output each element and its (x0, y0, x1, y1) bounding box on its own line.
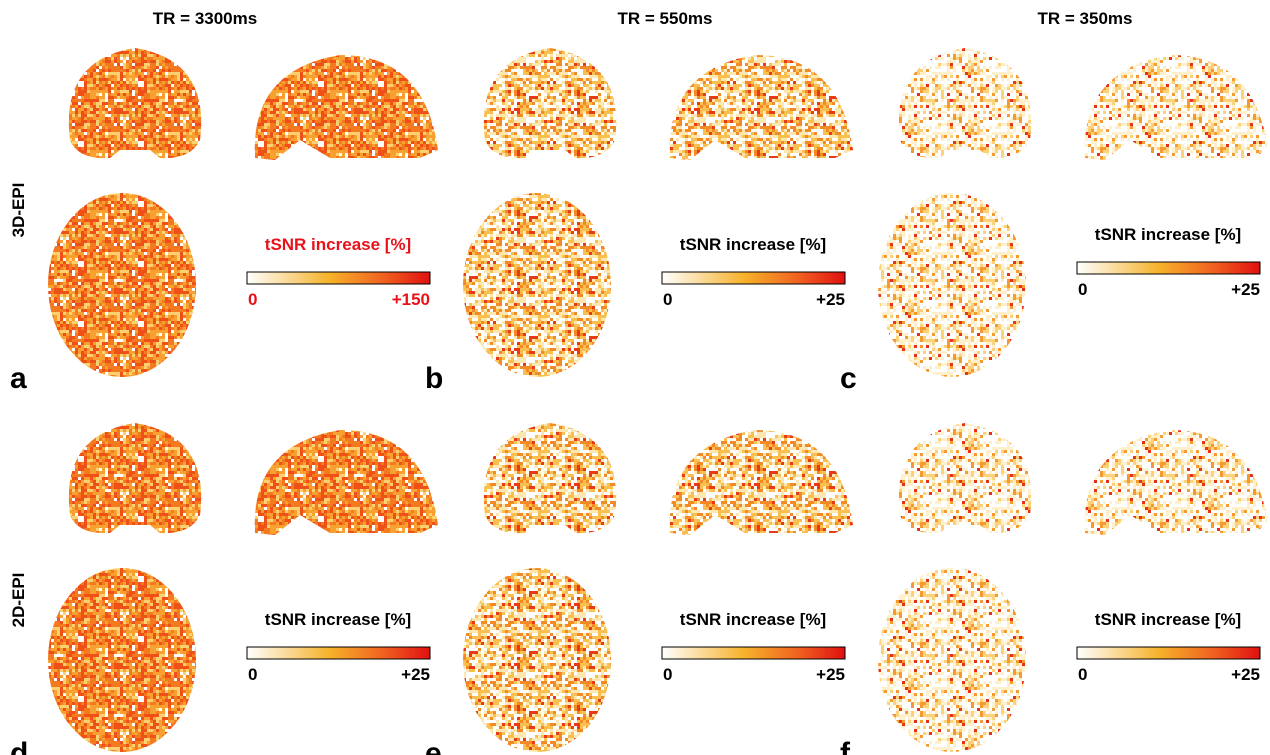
coronal-slice (899, 423, 1031, 533)
sagittal-slice (670, 55, 853, 160)
colorbar-min: 0 (1078, 280, 1087, 299)
coronal-slice (484, 48, 616, 158)
colorbar-min: 0 (663, 665, 672, 684)
colorbar-title: tSNR increase [%] (1095, 610, 1241, 629)
colorbar-max: +150 (392, 290, 430, 309)
axial-slice (878, 193, 1026, 377)
panel-letter: b (425, 362, 443, 395)
colorbar-min: 0 (248, 290, 257, 309)
panel: tSNR increase [%] 0 +25 d (10, 423, 438, 755)
sagittal-slice (1085, 430, 1268, 535)
figure: TR = 3300ms TR = 550ms TR = 350ms 3D-EPI… (0, 0, 1270, 755)
panel: tSNR increase [%] 0 +25 b (425, 48, 853, 395)
colorbar-min: 0 (1078, 665, 1087, 684)
panel-letter: d (10, 737, 28, 755)
colorbar-title: tSNR increase [%] (680, 610, 826, 629)
panel-letter: e (425, 737, 442, 755)
coronal-slice (484, 423, 616, 533)
colorbar-title: tSNR increase [%] (265, 235, 411, 254)
panel: tSNR increase [%] 0 +150 a (10, 48, 438, 395)
colorbar-max: +25 (816, 665, 845, 684)
column-header: TR = 3300ms (153, 9, 257, 28)
colorbar-title: tSNR increase [%] (1095, 225, 1241, 244)
axial-slice (463, 193, 611, 377)
axial-slice (878, 568, 1026, 752)
sagittal-slice (255, 55, 438, 160)
column-header: TR = 550ms (618, 9, 713, 28)
coronal-slice (69, 423, 201, 533)
coronal-slice (69, 48, 201, 158)
colorbar-max: +25 (401, 665, 430, 684)
row-label: 3D-EPI (9, 183, 28, 238)
column-header: TR = 350ms (1038, 9, 1133, 28)
sagittal-slice (255, 430, 438, 535)
colorbar-title: tSNR increase [%] (680, 235, 826, 254)
colorbar-min: 0 (248, 665, 257, 684)
colorbar (247, 272, 430, 284)
axial-slice (463, 568, 611, 752)
panel: tSNR increase [%] 0 +25 f (840, 423, 1268, 755)
colorbar (662, 647, 845, 659)
sagittal-slice (670, 430, 853, 535)
panel-letter: f (840, 737, 851, 755)
panel: tSNR increase [%] 0 +25 e (425, 423, 853, 755)
colorbar-max: +25 (1231, 280, 1260, 299)
colorbar (1077, 647, 1260, 659)
panel-letter: c (840, 362, 857, 395)
colorbar-title: tSNR increase [%] (265, 610, 411, 629)
panel: tSNR increase [%] 0 +25 c (840, 48, 1268, 395)
row-label: 2D-EPI (9, 573, 28, 628)
colorbar (662, 272, 845, 284)
colorbar (247, 647, 430, 659)
axial-slice (48, 193, 196, 377)
sagittal-slice (1085, 55, 1268, 160)
colorbar (1077, 262, 1260, 274)
colorbar-min: 0 (663, 290, 672, 309)
coronal-slice (899, 48, 1031, 158)
axial-slice (48, 568, 196, 752)
colorbar-max: +25 (1231, 665, 1260, 684)
colorbar-max: +25 (816, 290, 845, 309)
panel-letter: a (10, 362, 27, 395)
